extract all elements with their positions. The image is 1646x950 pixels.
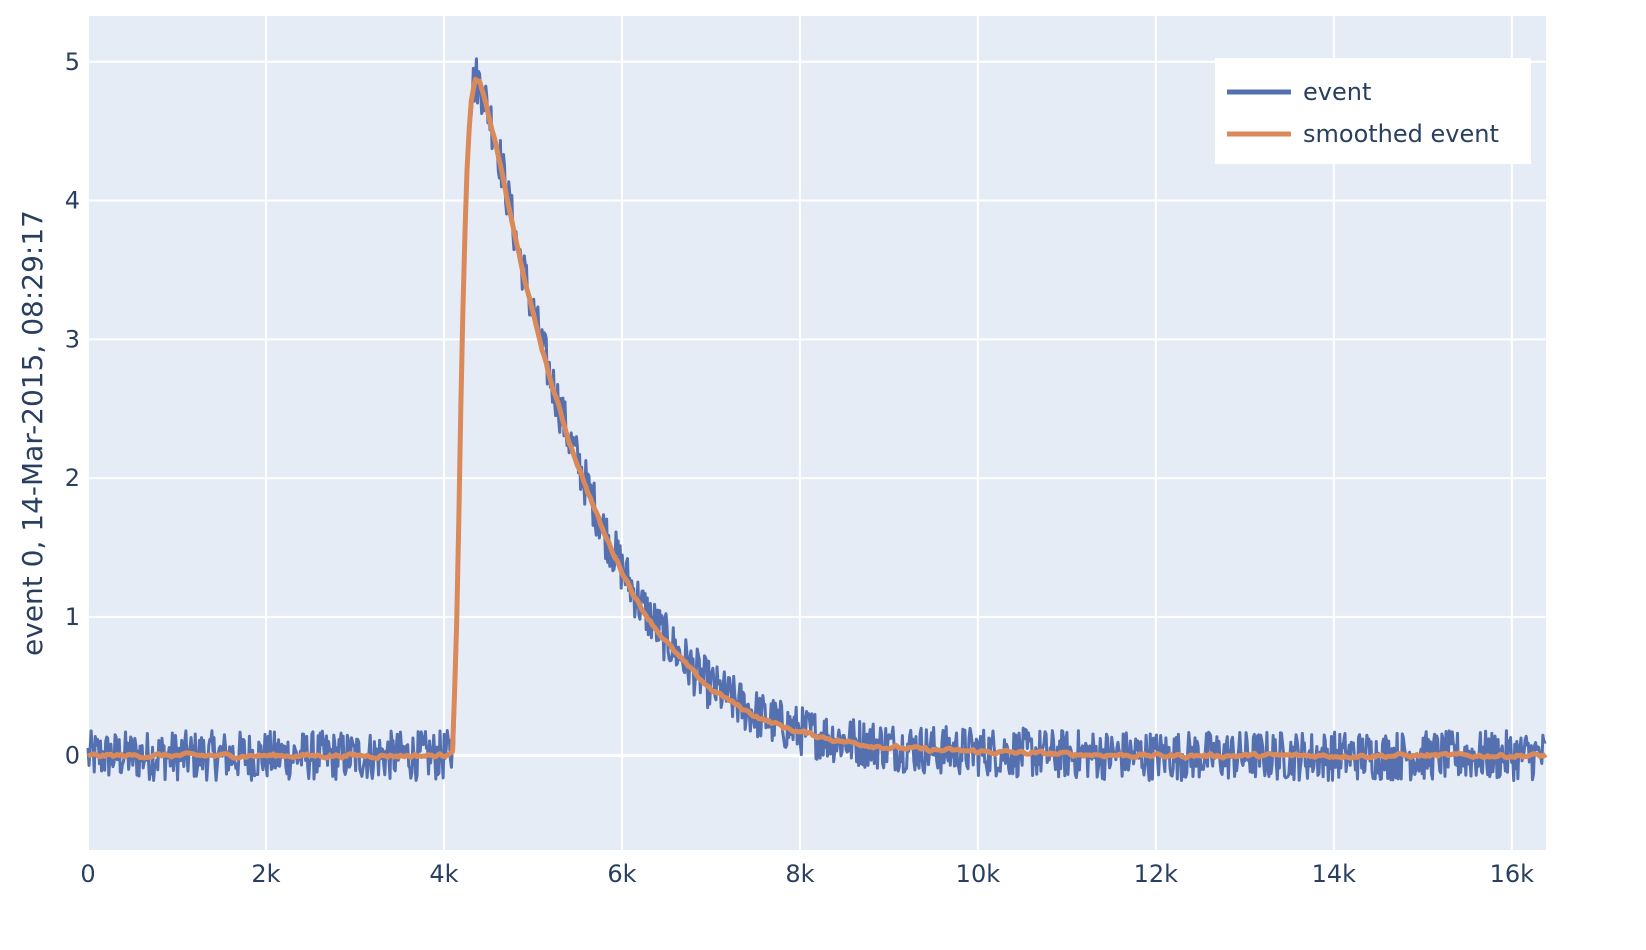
- y-tick-label-4: 4: [65, 187, 80, 215]
- series-layer: [86, 57, 1548, 783]
- x-tick-label-3: 6k: [607, 860, 636, 888]
- series-line-smoothed-event: [86, 76, 1548, 761]
- x-tick-label-4: 8k: [785, 860, 814, 888]
- series-line-event: [86, 57, 1547, 783]
- legend[interactable]: event smoothed event: [1215, 58, 1531, 164]
- y-tick-label-2: 2: [65, 464, 80, 492]
- y-tick-label-0: 0: [65, 742, 80, 770]
- y-tick-label-1: 1: [65, 603, 80, 631]
- x-tick-label-2: 4k: [429, 860, 458, 888]
- x-tick-label-1: 2k: [251, 860, 280, 888]
- y-tick-label-3: 3: [65, 325, 80, 353]
- x-tick-label-6: 12k: [1134, 860, 1179, 888]
- legend-label-event[interactable]: event: [1303, 78, 1371, 106]
- x-tick-label-0: 0: [80, 860, 95, 888]
- legend-box: [1215, 58, 1531, 164]
- y-tick-label-5: 5: [65, 48, 80, 76]
- x-tick-label-7: 14k: [1312, 860, 1357, 888]
- legend-label-smoothed-event[interactable]: smoothed event: [1303, 120, 1499, 148]
- tick-layer: 0 2k 4k 6k 8k 10k 12k 14k 16k 0 1 2 3 4 5: [65, 48, 1534, 888]
- x-tick-label-8: 16k: [1490, 860, 1535, 888]
- x-tick-label-5: 10k: [956, 860, 1001, 888]
- y-axis-title: event 0, 14-Mar-2015, 08:29:17: [16, 210, 49, 656]
